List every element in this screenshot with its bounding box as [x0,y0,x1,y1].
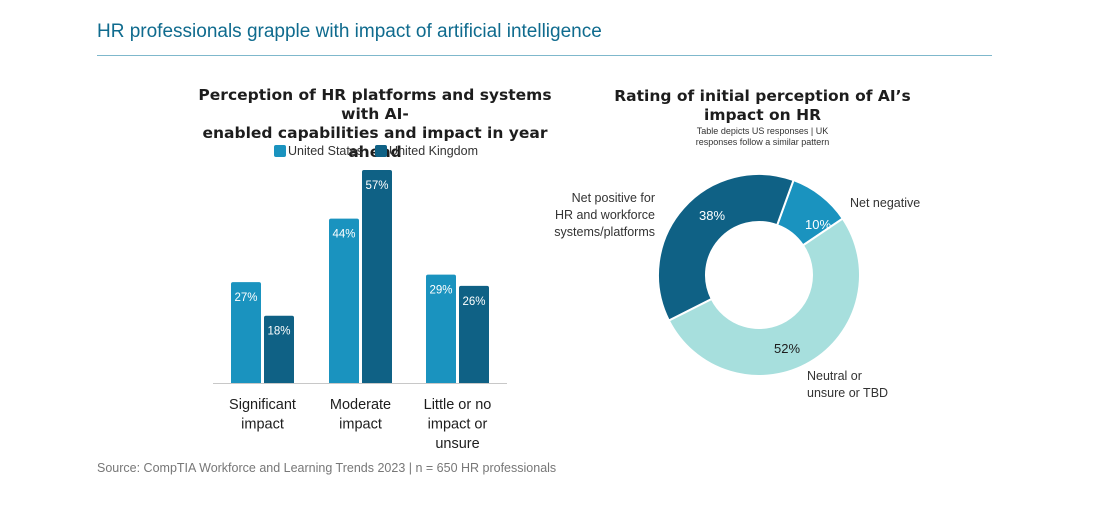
bar-value-label: 57% [365,180,388,192]
category-tick-label: unsure [435,436,479,452]
donut-category-label: Net negative [850,196,920,210]
source-note: Source: CompTIA Workforce and Learning T… [97,461,557,475]
category-tick-label: Moderate [330,397,391,413]
bar-chart-legend: United States United Kingdom [274,144,478,158]
category-tick-label: Significant [229,397,296,413]
donut-slice-net-positive [657,173,795,322]
donut-value-label: 38% [699,208,725,223]
donut-value-label: 52% [774,341,800,356]
category-tick-label: impact [241,417,284,433]
bar-us [426,274,456,383]
bar-value-label: 18% [267,326,290,338]
legend-item-uk: United Kingdom [375,144,478,158]
title-divider [97,55,992,56]
legend-label-us: United States [288,144,364,158]
legend-item-us: United States [274,144,363,158]
bar-chart-title: Perception of HR platforms and systems w… [190,86,560,162]
bar-value-label: 44% [332,229,355,241]
legend-swatch-uk [375,145,388,157]
donut-category-label: systems/platforms [554,225,655,239]
bar-chart-title-line: enabled capabilities and impact in year … [202,124,548,161]
donut-category-label: unsure or TBD [807,386,888,400]
donut-chart-title-line: Rating of initial perception of AI’s [614,87,911,105]
bar-chart-title-line: Perception of HR platforms and systems w… [198,86,552,123]
bar-value-label: 27% [234,292,257,304]
bar-us [329,218,359,383]
category-tick-label: impact or [428,417,488,433]
donut-category-label: Net positive for [572,191,655,205]
legend-label-uk: United Kingdom [389,144,478,158]
bar-uk [362,170,392,383]
category-tick-label: impact [339,417,382,433]
donut-chart-title: Rating of initial perception of AI’s imp… [610,87,915,125]
donut-subtitle-line: Table depicts US responses | UK [696,126,829,136]
donut-value-label: 10% [805,217,831,232]
page-title: HR professionals grapple with impact of … [97,21,602,42]
category-tick-label: Little or no [424,397,492,413]
donut-chart-subtitle: Table depicts US responses | UK response… [655,126,870,148]
bar-uk [459,285,489,383]
legend-swatch-us [274,145,286,157]
bar-us [231,282,261,383]
bar-value-label: 26% [462,296,485,308]
bar-value-label: 29% [429,285,452,297]
donut-category-label: Neutral or [807,369,862,383]
bar-uk [264,315,294,383]
donut-category-label: HR and workforce [555,208,655,222]
donut-subtitle-line: responses follow a similar pattern [695,137,830,147]
donut-chart-title-line: impact on HR [704,106,821,124]
donut-slice-neutral [667,217,861,377]
